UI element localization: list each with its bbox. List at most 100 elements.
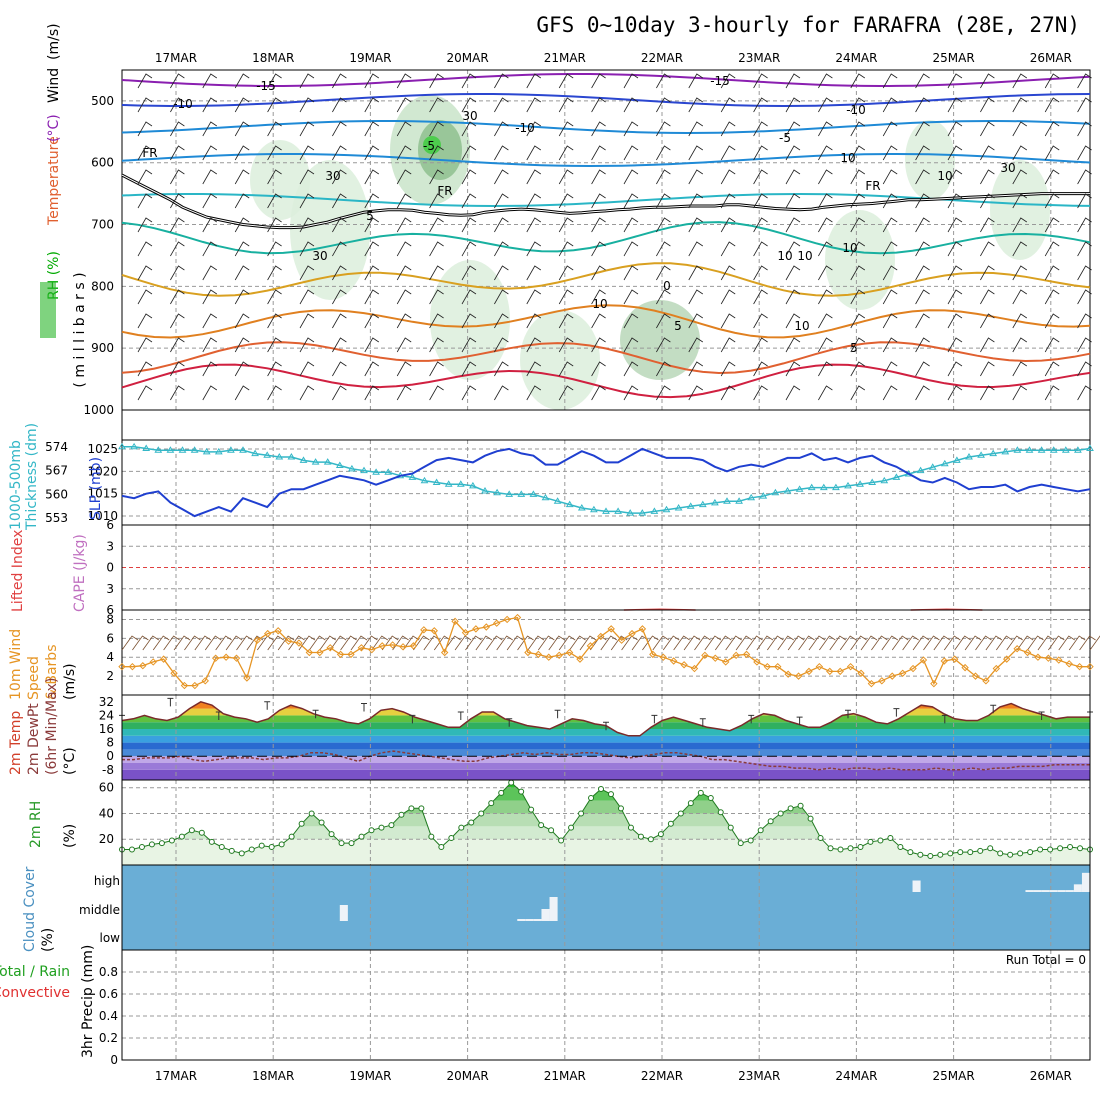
rh-marker (827, 845, 834, 852)
rh-shade (825, 210, 895, 310)
wind-barb (170, 385, 185, 401)
wind-barb (947, 289, 963, 305)
wind-barb (1077, 289, 1092, 305)
cloud-bar (541, 909, 550, 921)
wind-barb (720, 97, 736, 113)
wind-barb (299, 121, 315, 137)
rh-marker (687, 800, 694, 807)
wind-barb (202, 169, 218, 185)
wind-barb (332, 73, 347, 89)
rh-bands (122, 782, 1090, 865)
wind10-marker (1065, 660, 1073, 668)
wind10-marker (159, 655, 168, 663)
wind10-barb (860, 635, 878, 651)
wind-barb (623, 241, 639, 257)
wind10-marker (139, 662, 147, 670)
rh-marker (1067, 843, 1074, 850)
wind-barb (170, 217, 185, 233)
wind-barb (267, 145, 282, 161)
wind-barb (1012, 97, 1028, 113)
wind10-barb (642, 635, 659, 651)
rh-marker (1057, 845, 1064, 852)
wind10-barb (985, 635, 1003, 651)
wind-barb (753, 361, 768, 377)
wind10-barb (371, 635, 389, 651)
wind-barb (396, 361, 412, 377)
wind-barb (656, 145, 671, 161)
thickness-marker (783, 487, 792, 494)
wind10-barb (735, 635, 753, 651)
rh-tick-label: 60 (99, 781, 114, 795)
wind-barb (267, 289, 282, 305)
wind10-marker (784, 670, 792, 678)
rh-ylabel: 2m RH (%) (28, 801, 78, 848)
wind-barb (818, 193, 833, 209)
date-label-top: 18MAR (252, 51, 294, 65)
wind10-barb (777, 635, 794, 651)
minmax-tick (651, 714, 658, 724)
wind10-marker (399, 643, 407, 651)
wind10-barb (995, 635, 1013, 651)
wind10-barb (1037, 635, 1055, 651)
wind10-marker (472, 625, 480, 633)
wind10-barb (1079, 635, 1096, 651)
wind10-marker (971, 672, 980, 680)
wind-barb (202, 217, 218, 233)
wind10-marker (846, 662, 855, 671)
minmax-tick (361, 703, 367, 712)
ylabel-part: (m/s) (46, 23, 62, 60)
wind10-barb (329, 635, 347, 651)
wind-barb (656, 337, 671, 353)
wind10-barb (975, 635, 992, 651)
rh-marker (338, 840, 345, 847)
wind-barb (332, 145, 347, 161)
rh-shade (990, 160, 1050, 260)
thickness-marker (481, 487, 489, 494)
rh-shade (250, 140, 310, 220)
wind10-barb (319, 635, 336, 651)
wind-barb (915, 121, 930, 137)
contour-label: -15 (710, 74, 730, 88)
wind-barb (591, 385, 606, 401)
contour-label: 5 (850, 341, 858, 355)
rh-marker (248, 846, 255, 853)
wind-barb (591, 97, 606, 113)
wind-barb (623, 73, 639, 89)
pressure-tick-label: 1000 (83, 403, 114, 417)
wind-barb (1044, 337, 1060, 353)
wind-barb (1044, 145, 1060, 161)
li-ylabel-text: Lifted Index (10, 530, 26, 612)
wind-barb (623, 217, 639, 233)
wind10-marker (701, 651, 709, 660)
wind-barb (882, 145, 898, 161)
wind10-barb (548, 635, 565, 651)
isotherm-line (121, 73, 1091, 88)
temp-band (122, 756, 1090, 763)
thickness-marker (372, 468, 380, 475)
thickness-marker (1037, 446, 1046, 453)
thickness-marker (493, 488, 501, 496)
pressure-tick-label: 700 (91, 218, 114, 232)
wind-barb (850, 313, 866, 329)
rh-marker (388, 822, 395, 829)
rh-marker (168, 837, 175, 844)
wind-barb (591, 121, 606, 137)
wind-barb (364, 217, 380, 233)
wind-barb (915, 289, 930, 305)
wind10-marker (815, 662, 824, 671)
wind-barb (591, 337, 606, 353)
pressure-ylabel-text: ( m i l l i b a r s ) (72, 272, 88, 387)
temp-ylabel-part: 2m Temp (8, 711, 24, 775)
wind-barb (623, 289, 639, 305)
wind-barb (234, 169, 250, 185)
wind10-marker (357, 644, 366, 652)
wind10-marker (805, 667, 813, 676)
wind-barb (526, 145, 542, 161)
wind-barb (656, 361, 671, 377)
contour-label: -10 (173, 97, 193, 111)
rh-marker (558, 837, 565, 844)
wind10-barb (475, 635, 493, 651)
rh-marker (238, 850, 245, 857)
wind-barb (202, 385, 218, 401)
slp-ylabel-text: SLP (mb) (88, 457, 104, 520)
